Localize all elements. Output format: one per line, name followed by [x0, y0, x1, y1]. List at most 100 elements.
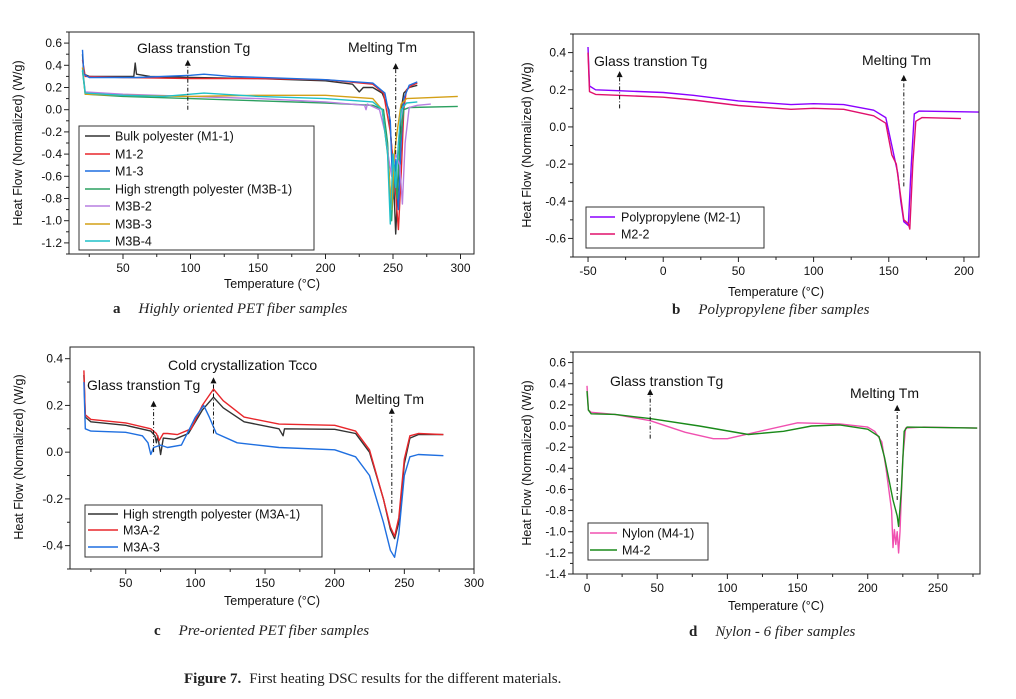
series-line-a-6 [81, 69, 418, 225]
legend-label: Nylon (M4-1) [622, 527, 694, 541]
legend-label: High strength polyester (M3A-1) [123, 508, 300, 522]
x-tick-label: 250 [394, 576, 414, 590]
y-tick-label: 0.0 [549, 120, 566, 134]
legend-box [78, 125, 315, 251]
annotation-label: Cold crystallization Tcco [168, 357, 317, 373]
chart-d: 0 50 100 150 200 250 -1.4 -1.2 -1.0 -0.8 -0.6 -0.4 -… [520, 351, 981, 613]
x-tick-label: 50 [732, 264, 746, 278]
arrow-up-icon [647, 389, 654, 395]
series-line-b-0 [587, 46, 979, 227]
annotation-label: Glass transtion Tg [87, 377, 200, 393]
caption-a: a Highly oriented PET fiber samples [113, 301, 347, 318]
x-tick-label: 200 [315, 261, 335, 275]
legend-label: M3A-3 [123, 541, 160, 555]
x-axis-label: Temperature (°C) [728, 599, 824, 613]
y-tick-label: -0.4 [42, 539, 63, 553]
caption-text-b: Polypropylene fiber samples [698, 302, 870, 318]
arrow-up-icon [894, 404, 901, 411]
y-tick-label: 0.4 [46, 352, 63, 366]
x-tick-label: 250 [383, 261, 403, 275]
series-line-b-1 [587, 52, 962, 230]
caption-text-c: Pre-oriented PET fiber samples [178, 623, 370, 639]
arrow-up-icon [388, 407, 395, 414]
y-tick-label: 0.6 [549, 356, 566, 370]
x-tick-label: 200 [858, 581, 878, 595]
y-tick-label: -1.0 [41, 214, 62, 228]
legend-label: Bulk polyester (M1-1) [115, 130, 234, 144]
legend-label: M1-3 [115, 165, 144, 179]
y-tick-label: 0.2 [549, 83, 566, 97]
y-tick-label: -0.4 [545, 461, 566, 475]
y-tick-label: -0.6 [545, 231, 566, 245]
y-tick-label: 0.0 [45, 103, 62, 117]
annotation-label: Glass transtion Tg [610, 373, 723, 389]
x-tick-label: 300 [464, 576, 484, 590]
annotation-label: Melting Tm [348, 39, 417, 55]
arrow-up-icon [150, 400, 157, 407]
y-tick-label: -0.2 [545, 440, 566, 454]
y-tick-label: -0.6 [545, 482, 566, 496]
y-tick-label: -1.2 [545, 546, 566, 560]
y-tick-label: 0.6 [45, 36, 62, 50]
y-tick-label: 0.4 [549, 46, 566, 60]
caption-b: b Polypropylene fiber samples [672, 302, 869, 319]
legend-label: M3A-2 [123, 524, 160, 538]
x-tick-label: 0 [660, 264, 667, 278]
y-axis-label: Heat Flow (Normalized) (W/g) [520, 380, 534, 545]
y-tick-label: -1.4 [545, 567, 566, 581]
legend-box [585, 206, 765, 249]
y-tick-label: 0.2 [549, 398, 566, 412]
y-tick-label: -0.4 [545, 194, 566, 208]
y-tick-label: 0.2 [46, 398, 63, 412]
y-tick-label: -0.2 [41, 125, 62, 139]
series-line-a-3 [81, 70, 458, 222]
series-line-c-2 [83, 382, 444, 558]
arrow-up-icon [184, 59, 191, 66]
series-line-a-2 [81, 49, 418, 211]
arrow-up-icon [392, 63, 399, 70]
y-tick-label: -0.2 [42, 492, 63, 506]
legend-label: M2-2 [621, 228, 650, 242]
x-tick-label: 150 [879, 264, 899, 278]
annotation-label: Melting Tm [850, 385, 919, 401]
x-tick-label: -50 [579, 264, 597, 278]
figure-caption-text: First heating DSC results for the differ… [249, 671, 562, 687]
x-axis-label: Temperature (°C) [728, 285, 824, 299]
figure-caption: Figure 7. First heating DSC results for t… [184, 671, 561, 688]
plot-frame-c [69, 346, 475, 570]
y-axis-label: Heat Flow (Normalized) (W/g) [11, 60, 25, 225]
caption-c: c Pre-oriented PET fiber samples [154, 623, 369, 640]
series-line-d-0 [586, 385, 978, 554]
legend-label: M4-2 [622, 544, 651, 558]
x-axis-label: Temperature (°C) [224, 277, 320, 291]
legend-label: M3B-3 [115, 218, 152, 232]
x-tick-label: 100 [804, 264, 824, 278]
legend-label: M1-2 [115, 148, 144, 162]
x-tick-label: 150 [255, 576, 275, 590]
y-axis-label: Heat Flow (Normalized) (W/g) [520, 62, 534, 227]
caption-text-a: Highly oriented PET fiber samples [138, 301, 348, 317]
x-tick-label: 200 [325, 576, 345, 590]
x-tick-label: 0 [584, 581, 591, 595]
legend-box [84, 504, 323, 558]
panel-letter-a: a [113, 301, 121, 317]
legend-label: M3B-4 [115, 235, 152, 249]
legend-b: Polypropylene (M2-1) M2-2 [585, 206, 765, 249]
annotation-label: Glass transtion Tg [137, 40, 250, 56]
x-axis-label: Temperature (°C) [224, 594, 320, 608]
x-tick-label: 50 [119, 576, 133, 590]
y-tick-label: 0.0 [549, 419, 566, 433]
legend-label: Polypropylene (M2-1) [621, 211, 741, 225]
y-tick-label: -0.8 [545, 504, 566, 518]
plot-frame-d [572, 351, 981, 575]
y-tick-label: -0.4 [41, 147, 62, 161]
x-tick-label: 100 [185, 576, 205, 590]
y-tick-label: -1.0 [545, 525, 566, 539]
y-tick-label: 0.4 [45, 58, 62, 72]
x-tick-label: 300 [450, 261, 470, 275]
caption-d: d Nylon - 6 fiber samples [689, 624, 855, 641]
legend-box [587, 522, 709, 561]
y-axis-label: Heat Flow (Normalized) (W/g) [12, 374, 26, 539]
arrow-up-icon [616, 71, 623, 78]
y-tick-label: 0.4 [549, 377, 566, 391]
